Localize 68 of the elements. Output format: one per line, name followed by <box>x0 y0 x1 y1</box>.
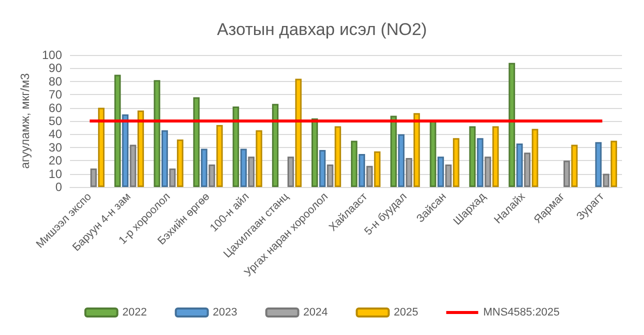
bar <box>216 124 223 187</box>
y-tick-label: 20 <box>48 154 62 168</box>
bar <box>602 174 610 187</box>
bar <box>176 139 184 187</box>
bar <box>208 164 216 187</box>
bar <box>390 116 397 187</box>
bar <box>358 154 366 187</box>
legend-label: 2025 <box>394 306 418 318</box>
bar <box>445 164 452 187</box>
bar <box>114 74 121 187</box>
y-tick-label: 30 <box>48 140 62 154</box>
legend-label: MNS4585:2025 <box>483 306 560 318</box>
bar <box>492 126 499 187</box>
legend-label: 2024 <box>303 306 328 318</box>
legend-label: 2023 <box>212 306 238 318</box>
bar <box>319 150 326 187</box>
bar <box>516 143 523 187</box>
bar <box>571 144 578 187</box>
y-tick-label: 80 <box>48 74 62 88</box>
bar <box>469 126 476 187</box>
y-tick-label: 90 <box>48 61 62 76</box>
chart-title: Азотын давхар исэл (NO2) <box>217 20 427 39</box>
bar <box>524 152 530 187</box>
bar <box>98 108 104 187</box>
bar <box>162 130 168 187</box>
bar <box>138 110 144 187</box>
bar <box>484 156 492 187</box>
bar <box>406 158 412 187</box>
bar <box>122 114 128 187</box>
bar <box>272 104 278 187</box>
bar <box>240 148 247 187</box>
bar <box>438 156 444 187</box>
y-axis-title: агууламж, мкг/м3 <box>18 72 32 169</box>
bar <box>610 140 618 187</box>
bar <box>350 140 358 187</box>
bar <box>476 138 484 187</box>
bar <box>154 80 160 187</box>
bar <box>532 128 538 187</box>
bar <box>312 118 318 187</box>
bar <box>374 151 380 187</box>
bar <box>564 160 570 187</box>
bar <box>398 134 404 187</box>
bar <box>430 121 436 187</box>
legend-label: 2022 <box>122 306 147 318</box>
bar <box>366 166 373 187</box>
bar <box>508 62 516 187</box>
bar <box>295 78 302 187</box>
bar <box>256 130 262 187</box>
bar <box>595 142 602 187</box>
bar <box>90 168 97 187</box>
y-tick-label: 0 <box>55 180 62 194</box>
bar <box>414 113 420 187</box>
bar <box>288 156 294 187</box>
bar <box>200 148 208 187</box>
y-tick-label: 50 <box>48 114 62 128</box>
bar <box>232 106 240 187</box>
y-tick-label: 60 <box>48 100 62 115</box>
y-tick-label: 100 <box>42 48 62 62</box>
y-tick-label: 40 <box>48 127 62 142</box>
bar <box>248 156 254 187</box>
y-tick-label: 70 <box>48 88 62 102</box>
bar <box>169 168 176 187</box>
y-tick-label: 10 <box>48 166 62 181</box>
bar <box>193 97 200 187</box>
bar <box>452 138 460 187</box>
bar <box>334 126 342 187</box>
bar <box>326 164 334 187</box>
bar <box>130 144 136 187</box>
